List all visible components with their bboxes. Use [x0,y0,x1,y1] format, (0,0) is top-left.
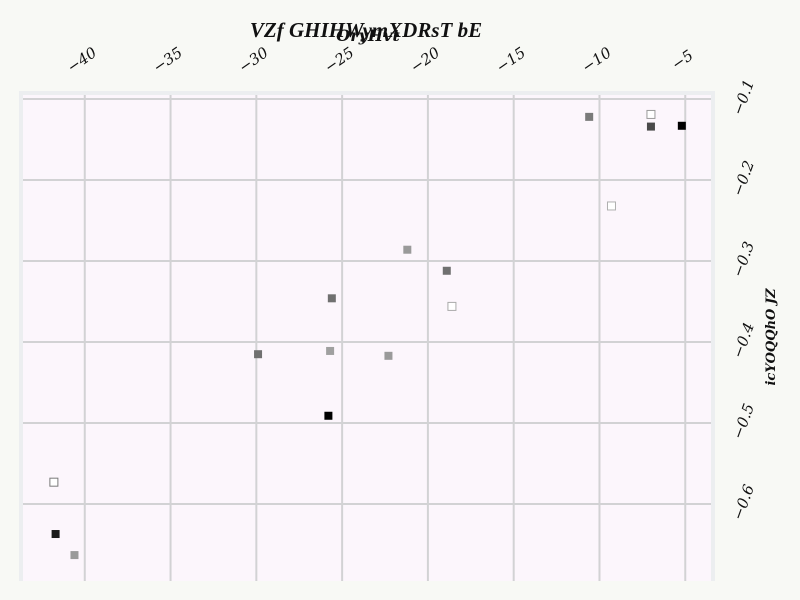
data-point [327,294,336,303]
x-tick-label: −40 [64,43,101,76]
data-point [254,350,263,359]
data-point [403,245,412,254]
y-tick-label: −0.4 [729,320,758,360]
data-point [677,121,686,130]
x-tick-labels: −40 −35 −30 −25 −20 −15 −10 −5 [64,43,697,76]
x-axis-label: OryHvt [336,26,400,45]
data-point [326,346,335,355]
y-tick-label: −0.3 [729,239,758,279]
y-tick-label: −0.5 [729,401,758,441]
data-point [442,266,451,275]
y-tick-labels: −0.1 −0.2 −0.3 −0.4 −0.5 −0.6 [729,77,759,522]
x-tick-label: −10 [578,43,615,76]
grid-lines [23,95,711,581]
y-tick-label: −0.1 [729,77,758,117]
data-point [324,411,333,420]
x-tick-label: −20 [407,43,444,76]
x-tick-label: −30 [235,43,272,76]
y-axis-label: icYOQQhO JZ [764,288,779,386]
data-point [51,530,60,539]
data-points [49,109,686,560]
y-tick-label: −0.2 [729,158,758,198]
plot-background [23,95,711,581]
data-point [646,109,656,119]
data-point [606,201,616,211]
x-tick-label: −15 [493,43,529,76]
data-point [585,112,594,121]
x-tick-label: −25 [321,43,357,76]
data-point [384,351,393,360]
data-point [447,301,457,311]
chart-title: VZf GHIHWymXDRsT bE [250,18,482,42]
y-tick-label: −0.6 [729,482,759,523]
data-point [49,477,59,487]
data-point [646,122,655,131]
x-tick-label: −5 [668,46,696,73]
data-point [70,551,79,560]
x-tick-label: −35 [150,43,186,76]
